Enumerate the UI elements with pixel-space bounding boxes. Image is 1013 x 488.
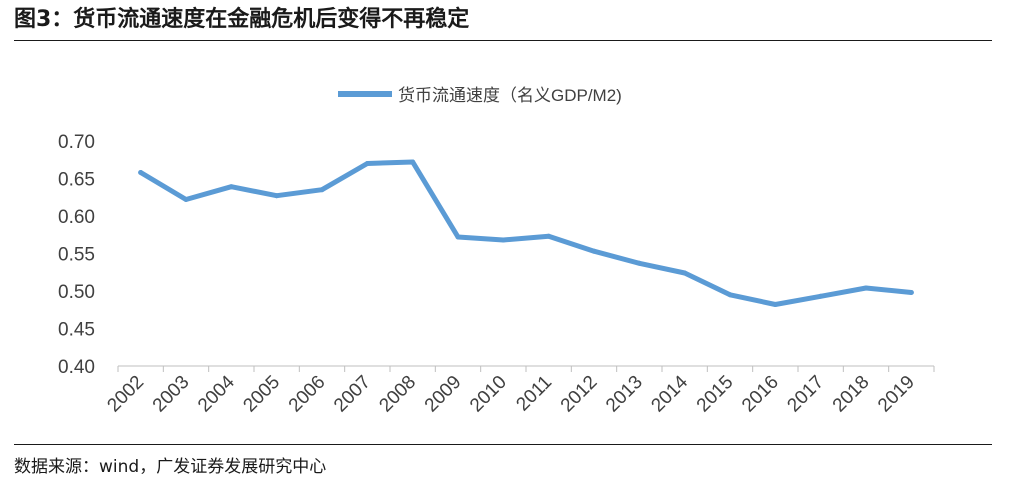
data-point [274, 193, 280, 199]
source-note: 数据来源：wind，广发证券发展研究中心 [14, 457, 327, 477]
data-point [818, 293, 824, 299]
y-tick-label: 0.40 [58, 357, 95, 378]
data-point [410, 159, 416, 165]
figure-title: 图3：货币流通速度在金融危机后变得不再稳定 [14, 7, 470, 32]
data-point [772, 302, 778, 307]
x-axis [117, 365, 935, 372]
y-tick-label: 0.55 [58, 245, 95, 266]
x-tick-label: 2011 [512, 372, 556, 416]
x-tick-label: 2017 [783, 372, 828, 417]
series-group [138, 159, 914, 307]
x-tick-label: 2014 [647, 371, 692, 416]
series-line [138, 159, 914, 307]
y-tick-label: 0.60 [58, 207, 95, 228]
x-tick-label: 2019 [874, 372, 919, 417]
data-point [500, 237, 506, 243]
x-tick-label: 2018 [829, 372, 874, 417]
data-point [228, 184, 234, 190]
data-point [636, 260, 642, 266]
title-divider [14, 40, 992, 41]
data-point [364, 161, 370, 166]
data-point [319, 187, 325, 193]
x-tick-label: 2010 [466, 372, 511, 417]
x-tick-label: 2015 [693, 372, 738, 417]
data-point [455, 234, 461, 240]
y-tick-label: 0.65 [58, 170, 95, 191]
y-tick-label: 0.45 [58, 320, 95, 341]
data-point [863, 285, 869, 291]
x-tick-label: 2009 [421, 372, 466, 417]
y-tick-label: 0.70 [58, 132, 95, 153]
x-tick-label: 2004 [194, 371, 239, 416]
x-tick-label: 2006 [285, 372, 330, 417]
data-point [727, 292, 733, 298]
data-point [138, 170, 144, 175]
y-tick-label: 0.50 [58, 282, 95, 303]
data-point [183, 197, 189, 202]
x-tick-labels: 2002 2003 2004 2005 2006 2007 2008 2009 2010 2011… [103, 371, 918, 416]
legend: 货币流通速度（名义GDP/M2) [338, 86, 622, 105]
data-point [546, 233, 552, 239]
source-divider [14, 444, 992, 445]
x-tick-label: 2008 [375, 372, 420, 417]
x-tick-label: 2013 [602, 372, 647, 417]
data-point [591, 248, 597, 254]
data-point [682, 270, 688, 276]
x-tick-label: 2002 [103, 372, 148, 417]
x-tick-label: 2007 [330, 372, 375, 417]
x-tick-label: 2012 [557, 372, 602, 417]
y-axis: 0.40 0.45 0.50 0.55 0.60 0.65 0.70 [58, 132, 95, 378]
x-tick-label: 2005 [239, 372, 284, 417]
x-tick-label: 2016 [738, 372, 783, 417]
legend-label: 货币流通速度（名义GDP/M2) [398, 86, 622, 105]
x-tick-label: 2003 [149, 372, 194, 417]
data-point [908, 290, 914, 295]
